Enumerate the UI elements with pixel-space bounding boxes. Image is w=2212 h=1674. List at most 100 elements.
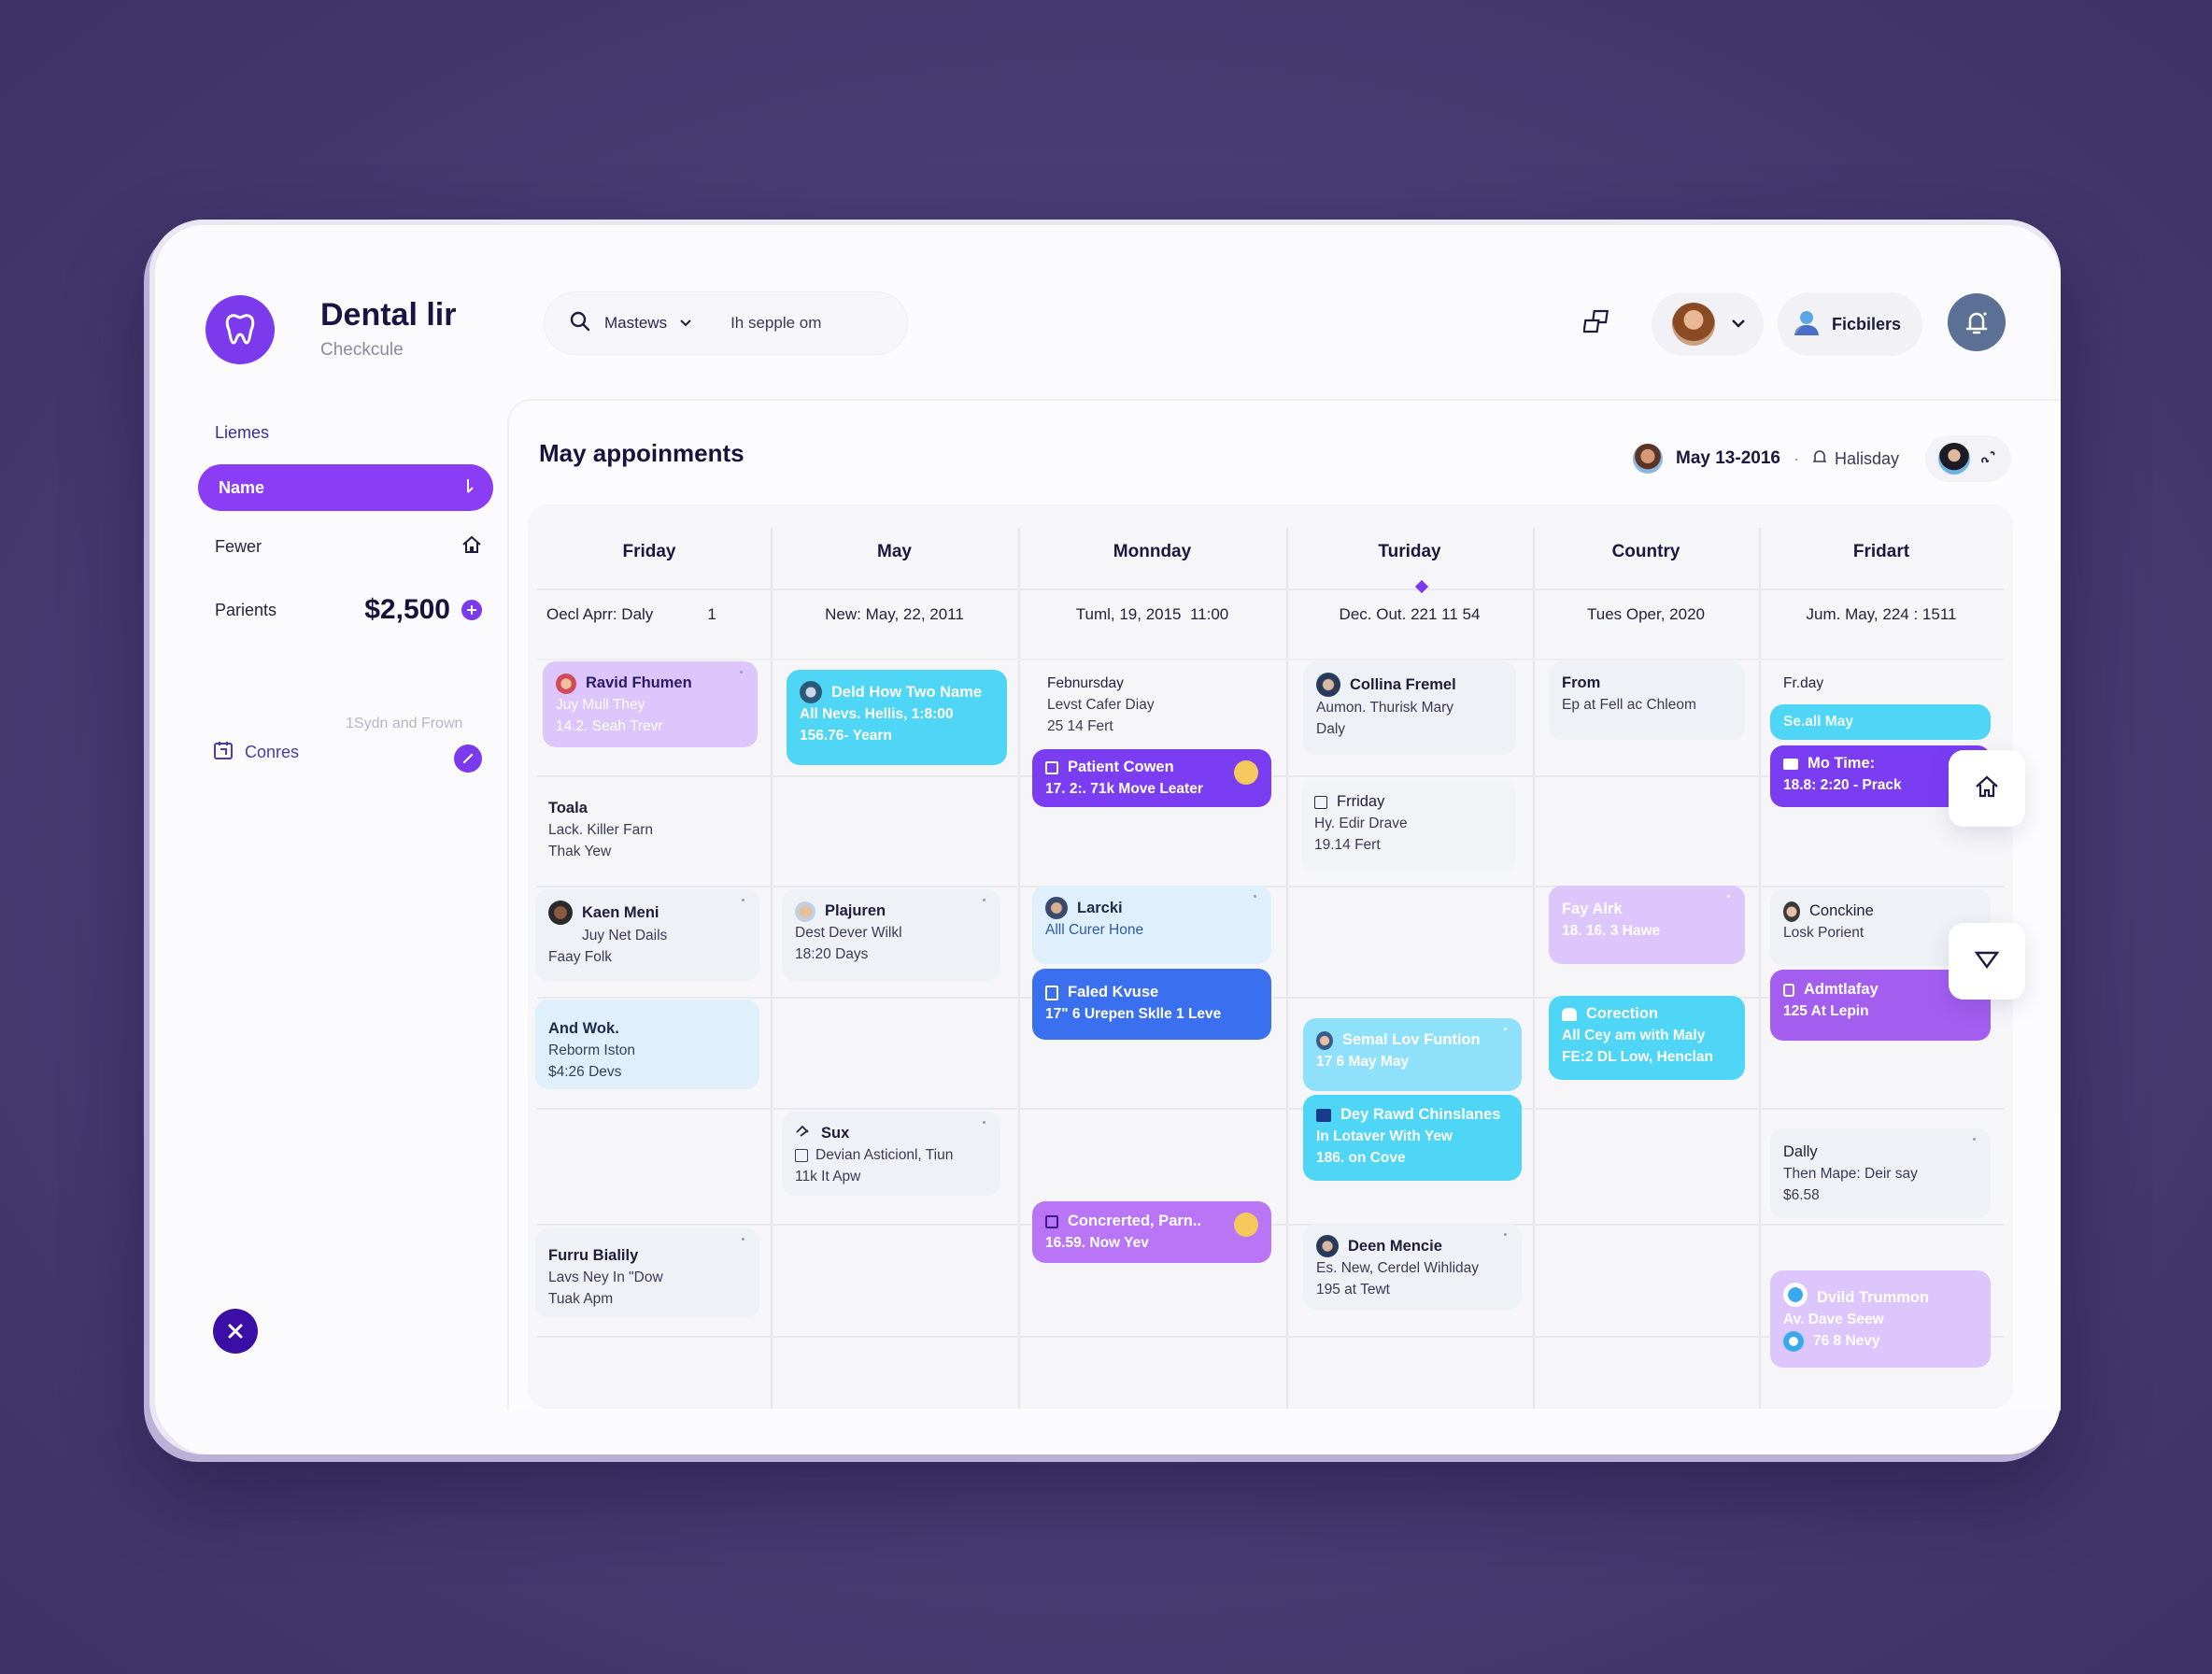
- appointment-card[interactable]: And Wok. Reborm Iston $4:26 Devs: [535, 1000, 759, 1089]
- sidebar-item-name[interactable]: Name: [198, 464, 493, 511]
- avatar: [1316, 673, 1340, 697]
- calendar-icon: [1314, 795, 1327, 809]
- sort-icon: [463, 477, 475, 499]
- tag-icon: [795, 1123, 812, 1144]
- appointment-card[interactable]: Toala Lack. Killer Farn Thak Yew: [548, 800, 653, 859]
- lock-icon: [1783, 983, 1794, 997]
- column-header[interactable]: Fridart: [1852, 542, 1910, 561]
- avatar: [1783, 901, 1800, 922]
- row-divider: [537, 589, 2004, 590]
- appointment-card[interactable]: Ravid Fhumen Juy Mull They 14.2. Seah Tr…: [543, 661, 758, 747]
- windows-icon[interactable]: [1579, 304, 1616, 341]
- column-divider: [771, 528, 773, 1409]
- sidebar-item-fewer[interactable]: Fewer: [215, 534, 482, 560]
- appointment-card[interactable]: Sux Devian Asticionl, Tiun 11k It Apw: [782, 1112, 1000, 1196]
- add-icon[interactable]: [461, 600, 482, 620]
- appointment-card[interactable]: From Ep at Fell ac Chleom: [1549, 661, 1745, 740]
- sidebar-item-label: Fewer: [215, 537, 262, 556]
- link-icon[interactable]: [1979, 447, 1998, 471]
- home-button[interactable]: [1949, 750, 2025, 827]
- row-divider: [537, 659, 2004, 660]
- column-date: Jum. May, 224 : 1511: [1806, 605, 1957, 623]
- home-icon: [1973, 773, 2001, 805]
- sidebar-item-label: Name: [219, 477, 265, 497]
- appointment-card[interactable]: Frriday Hy. Edir Drave 19.14 Fert: [1301, 780, 1516, 872]
- appointment-card[interactable]: Corection All Cey am with Maly FE:2 DL L…: [1549, 996, 1745, 1080]
- bell-icon[interactable]: [1948, 293, 2006, 351]
- chat-icon: [1562, 1007, 1577, 1021]
- column-header[interactable]: May: [877, 542, 912, 561]
- appointment-card[interactable]: Fay Alrk 18. 16. 3 Hawe: [1549, 886, 1745, 964]
- column-header[interactable]: Friday: [622, 542, 676, 561]
- panel-controls: May 13-2016 · Halisday: [1633, 435, 2011, 482]
- patients-total: $2,500: [364, 594, 450, 625]
- avatar: [795, 901, 815, 922]
- scroll-down-button[interactable]: [1949, 923, 2025, 1000]
- column-date: Dec. Out. 221 11 54: [1339, 605, 1481, 623]
- appointment-card[interactable]: Collina Fremel Aumon. Thurisk Mary Daly: [1303, 661, 1516, 755]
- column-date: New: May, 22, 2011: [825, 605, 964, 623]
- bag-icon: [1316, 1108, 1331, 1122]
- search-input[interactable]: Ih sepple om: [730, 314, 822, 332]
- selected-date[interactable]: May 13-2016: [1676, 448, 1780, 468]
- appointment-card[interactable]: Faled Kvuse 17" 6 Urepen Sklle 1 Leve: [1032, 969, 1271, 1040]
- search-bar[interactable]: Mastews Ih sepple om: [544, 291, 908, 355]
- tooth-icon[interactable]: [206, 295, 275, 364]
- appointment-card[interactable]: Furru Bialily Lavs Ney In "Dow Tuak Apm: [535, 1228, 759, 1318]
- appointment-card[interactable]: Concrerted, Parn.. 16.59. Now Yev: [1032, 1201, 1271, 1263]
- appointment-card[interactable]: Dvild Trummon Av. Dave Seew 76 8 Nevy: [1770, 1270, 1991, 1368]
- calendar-grid: Friday May Monnday Turiday Country Frida…: [528, 504, 2013, 1409]
- column-divider: [1286, 528, 1288, 1409]
- holiday-label: Halisday: [1834, 448, 1899, 468]
- medical-icon: [1045, 760, 1058, 774]
- holiday-toggle[interactable]: Halisday: [1812, 448, 1899, 470]
- user-menu[interactable]: [1652, 292, 1764, 356]
- avatar[interactable]: [1633, 444, 1663, 474]
- emoji-icon: [1234, 760, 1258, 785]
- share-pill[interactable]: [1925, 435, 2011, 482]
- bell-icon: [1812, 448, 1827, 470]
- column-divider: [1533, 528, 1535, 1409]
- row-divider: [537, 1336, 2004, 1338]
- chevron-down-icon[interactable]: [1732, 316, 1745, 333]
- sidebar-item-label: Conres: [245, 743, 300, 761]
- avatar: [1938, 443, 1970, 475]
- chevron-down-icon[interactable]: [680, 315, 691, 332]
- appointment-card[interactable]: Dally Then Mape: Deir say $6.58: [1770, 1128, 1991, 1218]
- close-icon[interactable]: [213, 1309, 258, 1354]
- sidebar-item-parients[interactable]: Parients $2,500: [215, 594, 482, 626]
- appointment-card[interactable]: Deld How Two Name All Nevs. Hellis, 1:8:…: [787, 670, 1007, 765]
- app-subtitle: Checkcule: [320, 340, 404, 360]
- column-divider: [1759, 528, 1761, 1409]
- profiles-button[interactable]: Ficbilers: [1778, 292, 1922, 356]
- appointment-card[interactable]: Larcki Alll Curer Hone: [1032, 886, 1271, 964]
- appointment-card[interactable]: Kaen Meni Juy Net Dails Faay Folk: [535, 889, 759, 981]
- appointment-card[interactable]: Se.all May: [1770, 704, 1991, 740]
- appointment-card[interactable]: Febnursday Levst Cafer Diay 25 14 Fert: [1047, 675, 1155, 734]
- appointment-card[interactable]: Deen Mencie Es. New, Cerdel Wihliday 195…: [1303, 1224, 1522, 1310]
- column-header[interactable]: Country: [1611, 542, 1680, 561]
- edit-icon[interactable]: [454, 745, 482, 773]
- column-header[interactable]: Monnday: [1113, 542, 1192, 561]
- emoji-icon: [1234, 1213, 1258, 1237]
- column-date: Oecl Aprr: Daly 1: [546, 605, 716, 623]
- avatar: [556, 673, 576, 694]
- appointment-card[interactable]: Patient Cowen 17. 2:. 71k Move Leater: [1032, 749, 1271, 807]
- search-filter-select[interactable]: Mastews: [604, 314, 668, 332]
- profiles-label: Ficbilers: [1832, 314, 1902, 333]
- appointment-card[interactable]: Dey Rawd Chinslanes In Lotaver With Yew …: [1303, 1095, 1522, 1181]
- note-icon: [795, 1148, 808, 1162]
- appointment-card[interactable]: Fr.day: [1783, 675, 1824, 691]
- row-divider: [537, 886, 2004, 887]
- column-header[interactable]: Turiday: [1378, 542, 1441, 561]
- separator-dot: ·: [1793, 448, 1799, 468]
- avatar: [1316, 1235, 1339, 1257]
- appointment-card[interactable]: Plajuren Dest Dever Wilkl 18:20 Days: [782, 889, 1000, 981]
- sidebar-item-label: Parients: [215, 600, 277, 619]
- appointment-card[interactable]: Semal Lov Funtion 17 6 May May: [1303, 1018, 1522, 1091]
- inbox-icon: [1045, 1214, 1058, 1228]
- home-icon: [461, 534, 482, 560]
- sidebar-note: 1Sydn and Frown: [346, 716, 463, 731]
- column-date: Tuml, 19, 2015 11:00: [1075, 605, 1229, 623]
- sidebar-item-conres[interactable]: Conres: [213, 740, 299, 765]
